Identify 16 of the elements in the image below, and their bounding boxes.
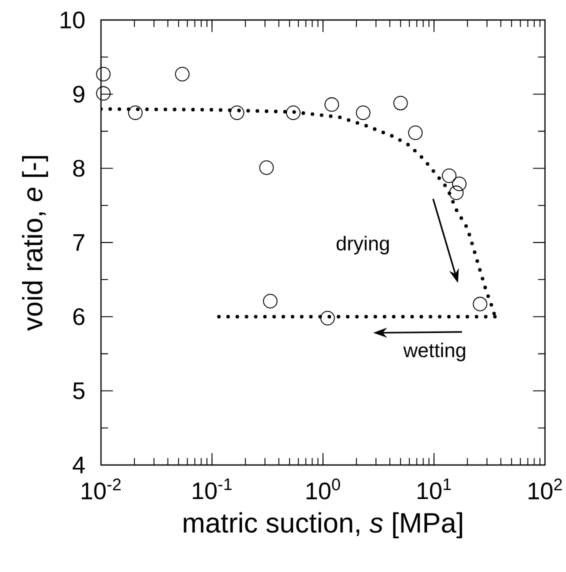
y-tick-label: 10: [60, 12, 85, 28]
y-tick-label: 5: [73, 382, 84, 400]
x-tick-label: 10$^{0}$: [306, 478, 340, 500]
y-tick-label: 9: [73, 86, 84, 103]
y-tick-label: 6: [73, 308, 84, 326]
y-axis-title: void ratio, e [-]: [22, 156, 48, 331]
x-tick-label: 10$^{-2}$: [82, 478, 121, 500]
y-tick-label: 4: [72, 456, 85, 474]
x-tick-label: 10$^{1}$: [418, 478, 451, 500]
annotation: wetting: [403, 342, 466, 362]
y-tick-label: 8: [73, 160, 84, 177]
y-tick-label: 7: [73, 234, 84, 251]
annotation: drying: [336, 236, 389, 254]
x-tick-label: 10$^{-1}$: [192, 478, 232, 500]
x-tick-label: 10$^{2}$: [528, 478, 562, 500]
x-axis-title: matric suction, s [MPa]: [184, 512, 462, 538]
